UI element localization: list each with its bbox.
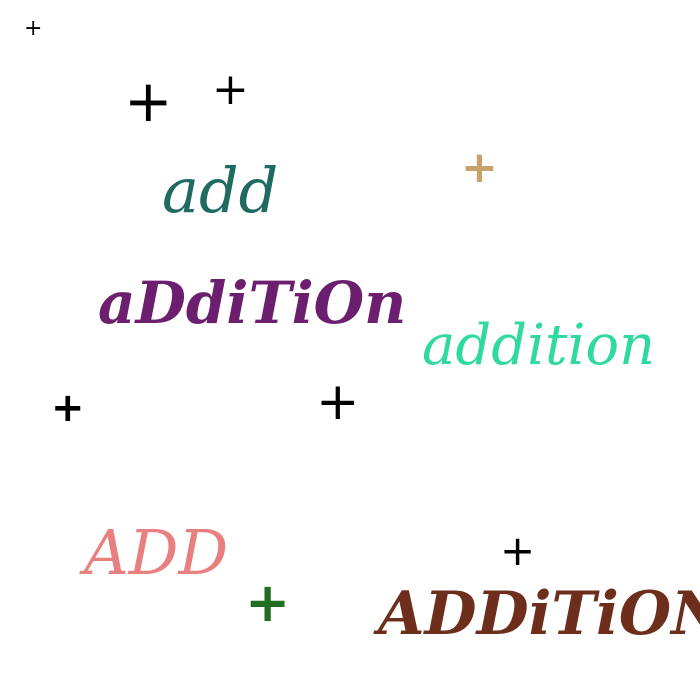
- word-addition-mixed-case: aDdiTiOn: [98, 269, 407, 337]
- plus-sign-icon: +: [124, 67, 173, 135]
- plus-sign-icon: +: [51, 385, 85, 431]
- plus-sign-icon: +: [461, 142, 498, 193]
- plus-sign-icon: +: [500, 526, 536, 575]
- plus-sign-icon: +: [245, 571, 291, 634]
- plus-sign-icon: +: [316, 372, 360, 432]
- word-addition-uppercase: ADDiTiON: [378, 579, 700, 649]
- plus-sign-icon: +: [24, 16, 43, 41]
- plus-sign-icon: +: [212, 64, 249, 115]
- word-add: add: [162, 154, 279, 227]
- word-add-uppercase: ADD: [84, 516, 229, 589]
- word-addition: addition: [422, 313, 656, 378]
